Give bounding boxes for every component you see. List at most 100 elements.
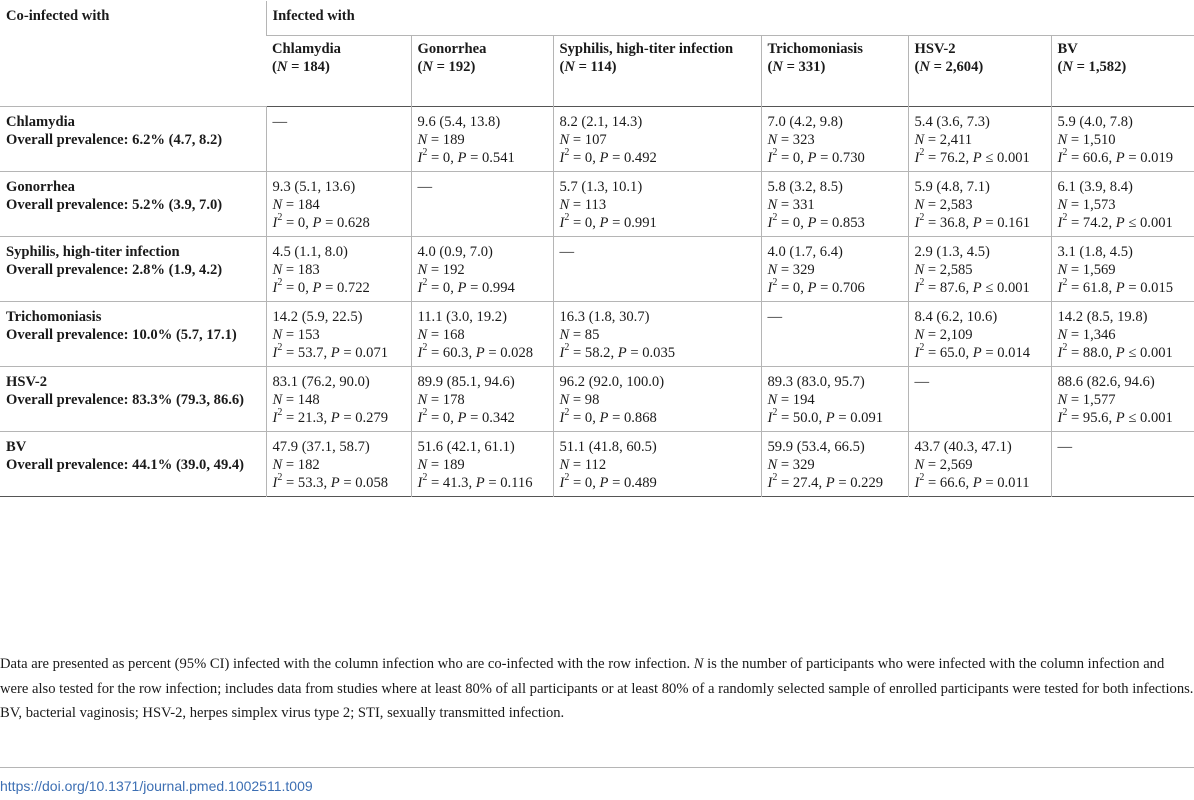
cell-p-value: 0.015: [1140, 280, 1174, 296]
cell-n: N = 189: [417, 457, 465, 473]
cell-percent-ci: 43.7 (40.3, 47.1): [914, 439, 1012, 455]
cell-percent-ci: 7.0 (4.2, 9.8): [767, 114, 843, 130]
column-header: Gonorrhea (N = 192): [410, 35, 553, 107]
cell-p-relation: ≤: [985, 280, 994, 296]
cell-n-value: 112: [584, 457, 607, 473]
cell-i2-value: 36.8: [939, 215, 966, 231]
cell-n: N = 2,109: [914, 327, 973, 343]
cell-percent-ci: 8.4 (6.2, 10.6): [914, 309, 998, 325]
table-cell: 43.7 (40.3, 47.1) N = 2,569 I2 = 66.6, P =…: [907, 431, 1051, 497]
cell-n-value: 1,577: [1082, 392, 1116, 408]
cell-n-value: 1,569: [1082, 262, 1116, 278]
cell-heterogeneity: I2 = 0, P = 0.868: [559, 407, 657, 426]
table-cell: —: [1050, 431, 1194, 497]
cell-percent-ci: 2.9 (1.3, 4.5): [914, 244, 990, 260]
group-header: Infected with: [265, 1, 1194, 36]
cell-n: N = 2,583: [914, 197, 973, 213]
cell-heterogeneity: I2 = 58.2, P = 0.035: [559, 342, 676, 361]
cell-n: N = 148: [272, 392, 320, 408]
cell-n: N = 1,346: [1057, 327, 1116, 343]
cell-p-value: 0.853: [831, 215, 865, 231]
column-header-n: (N = 192): [417, 59, 476, 75]
cell-percent-ci: 5.9 (4.8, 7.1): [914, 179, 990, 195]
column-n-value: 331: [798, 59, 821, 75]
cell-percent-ci: 59.9 (53.4, 66.5): [767, 439, 865, 455]
table-cell: 5.7 (1.3, 10.1) N = 113 I2 = 0, P = 0.991: [552, 171, 761, 237]
cell-p-value: 0.730: [831, 150, 865, 166]
column-n-value: 192: [448, 59, 471, 75]
cell-percent-ci: 14.2 (5.9, 22.5): [272, 309, 363, 325]
coinfection-table: Co-infected with Infected with Chlamydia…: [0, 1, 1194, 497]
cell-p-value: 0.279: [355, 410, 389, 426]
cell-i2-value: 21.3: [297, 410, 324, 426]
cell-percent-ci: 14.2 (8.5, 19.8): [1057, 309, 1148, 325]
cell-p-value: 0.991: [623, 215, 657, 231]
cell-i2-value: 0: [792, 280, 801, 296]
cell-percent-ci: 8.2 (2.1, 14.3): [559, 114, 643, 130]
cell-p-value: 0.011: [997, 475, 1030, 491]
cell-i2-value: 76.2: [939, 150, 966, 166]
table-cell: 83.1 (76.2, 90.0) N = 148 I2 = 21.3, P = 0…: [265, 366, 411, 432]
cell-heterogeneity: I2 = 0, P = 0.541: [417, 147, 515, 166]
row-overall-prevalence: Overall prevalence: 44.1% (39.0, 49.4): [6, 457, 245, 473]
cell-not-applicable: —: [272, 114, 288, 130]
cell-n-value: 168: [442, 327, 465, 343]
cell-p-value: 0.492: [623, 150, 657, 166]
cell-heterogeneity: I2 = 60.6, P = 0.019: [1057, 147, 1174, 166]
cell-n: N = 1,573: [1057, 197, 1116, 213]
table-cell: 4.0 (1.7, 6.4) N = 329 I2 = 0, P = 0.706: [760, 236, 908, 302]
cell-p-value: 0.001: [1140, 345, 1173, 361]
table-cell: 89.3 (83.0, 95.7) N = 194 I2 = 50.0, P = 0…: [760, 366, 908, 432]
table-row: Gonorrhea Overall prevalence: 5.2% (3.9, …: [0, 171, 1194, 237]
cell-percent-ci: 83.1 (76.2, 90.0): [272, 374, 370, 390]
table-cell: 8.2 (2.1, 14.3) N = 107 I2 = 0, P = 0.492: [552, 106, 761, 172]
column-header-name: Chlamydia: [272, 41, 341, 57]
table-row: Syphilis, high-titer infection Overall pr…: [0, 236, 1194, 302]
cell-n: N = 168: [417, 327, 465, 343]
cell-n-value: 107: [584, 132, 607, 148]
table-cell: —: [907, 366, 1051, 432]
cell-n-value: 2,583: [939, 197, 973, 213]
row-overall-prevalence: Overall prevalence: 6.2% (4.7, 8.2): [6, 132, 223, 148]
cell-p-value: 0.489: [623, 475, 657, 491]
cell-i2-value: 66.6: [939, 475, 966, 491]
cell-p-value: 0.014: [997, 345, 1031, 361]
cell-heterogeneity: I2 = 0, P = 0.991: [559, 212, 657, 231]
cell-i2-value: 0: [584, 410, 593, 426]
doi-link[interactable]: https://doi.org/10.1371/journal.pmed.100…: [0, 778, 313, 794]
cell-i2-value: 0: [442, 280, 451, 296]
cell-n: N = 113: [559, 197, 607, 213]
cell-percent-ci: 9.6 (5.4, 13.8): [417, 114, 501, 130]
cell-percent-ci: 16.3 (1.8, 30.7): [559, 309, 650, 325]
cell-p-value: 0.229: [850, 475, 884, 491]
footnote-text: Data are presented as percent (95% CI) i…: [0, 656, 694, 672]
cell-n: N = 194: [767, 392, 815, 408]
cell-heterogeneity: I2 = 0, P = 0.994: [417, 277, 515, 296]
row-header: Trichomoniasis Overall prevalence: 10.0% …: [0, 302, 266, 367]
cell-i2-value: 0: [297, 280, 306, 296]
table-cell: 47.9 (37.1, 58.7) N = 182 I2 = 53.3, P = 0…: [265, 431, 411, 497]
cell-p-value: 0.035: [642, 345, 676, 361]
cell-heterogeneity: I2 = 88.0, P ≤ 0.001: [1057, 342, 1173, 361]
cell-percent-ci: 4.5 (1.1, 8.0): [272, 244, 348, 260]
cell-n-value: 113: [584, 197, 607, 213]
cell-heterogeneity: I2 = 74.2, P ≤ 0.001: [1057, 212, 1173, 231]
column-header-n: (N = 1,582): [1057, 59, 1127, 75]
cell-n-value: 148: [297, 392, 320, 408]
cell-i2-value: 27.4: [792, 475, 819, 491]
row-header: BV Overall prevalence: 44.1% (39.0, 49.4): [0, 432, 266, 497]
row-infection-name: Gonorrhea: [6, 179, 75, 195]
cell-i2-value: 0: [584, 150, 593, 166]
cell-n: N = 178: [417, 392, 465, 408]
column-header-row: Chlamydia (N = 184) Gonorrhea (N = 192) Syph…: [0, 35, 1194, 107]
cell-n: N = 1,569: [1057, 262, 1116, 278]
cell-heterogeneity: I2 = 41.3, P = 0.116: [417, 472, 533, 491]
cell-i2-value: 0: [442, 150, 451, 166]
cell-i2-value: 60.6: [1082, 150, 1109, 166]
cell-p-value: 0.342: [481, 410, 515, 426]
cell-heterogeneity: I2 = 65.0, P = 0.014: [914, 342, 1031, 361]
cell-n-value: 2,109: [939, 327, 973, 343]
cell-n-value: 85: [584, 327, 600, 343]
cell-percent-ci: 47.9 (37.1, 58.7): [272, 439, 370, 455]
cell-n-value: 189: [442, 457, 465, 473]
